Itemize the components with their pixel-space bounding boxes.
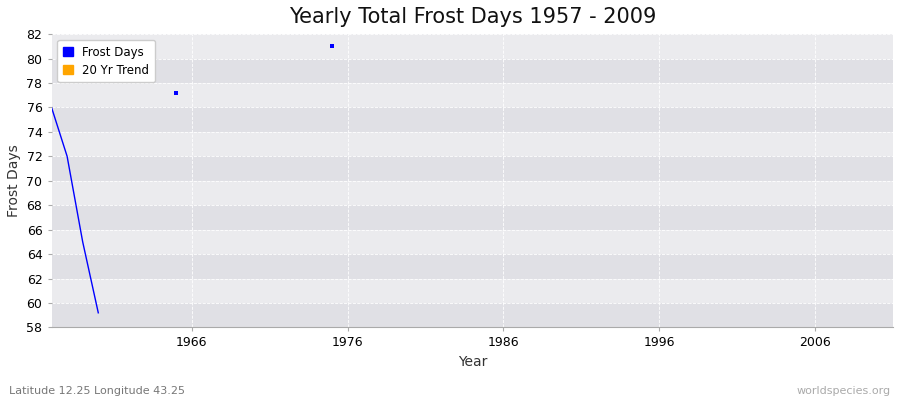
Y-axis label: Frost Days: Frost Days (7, 144, 21, 217)
Bar (51, 34, 893, 58)
Bar (51, 58, 893, 83)
Bar (51, 83, 893, 108)
Bar (51, 278, 893, 303)
Bar (51, 205, 893, 230)
Bar (51, 108, 893, 132)
Title: Yearly Total Frost Days 1957 - 2009: Yearly Total Frost Days 1957 - 2009 (289, 7, 656, 27)
Bar (51, 132, 893, 156)
Text: worldspecies.org: worldspecies.org (796, 386, 891, 396)
Bar (51, 181, 893, 205)
Bar (51, 254, 893, 278)
Point (169, 90, 184, 96)
Bar (51, 156, 893, 181)
Point (325, 43, 339, 50)
Bar (51, 303, 893, 328)
X-axis label: Year: Year (457, 355, 487, 369)
Legend: Frost Days, 20 Yr Trend: Frost Days, 20 Yr Trend (58, 40, 155, 82)
Text: Latitude 12.25 Longitude 43.25: Latitude 12.25 Longitude 43.25 (9, 386, 185, 396)
Bar (51, 230, 893, 254)
